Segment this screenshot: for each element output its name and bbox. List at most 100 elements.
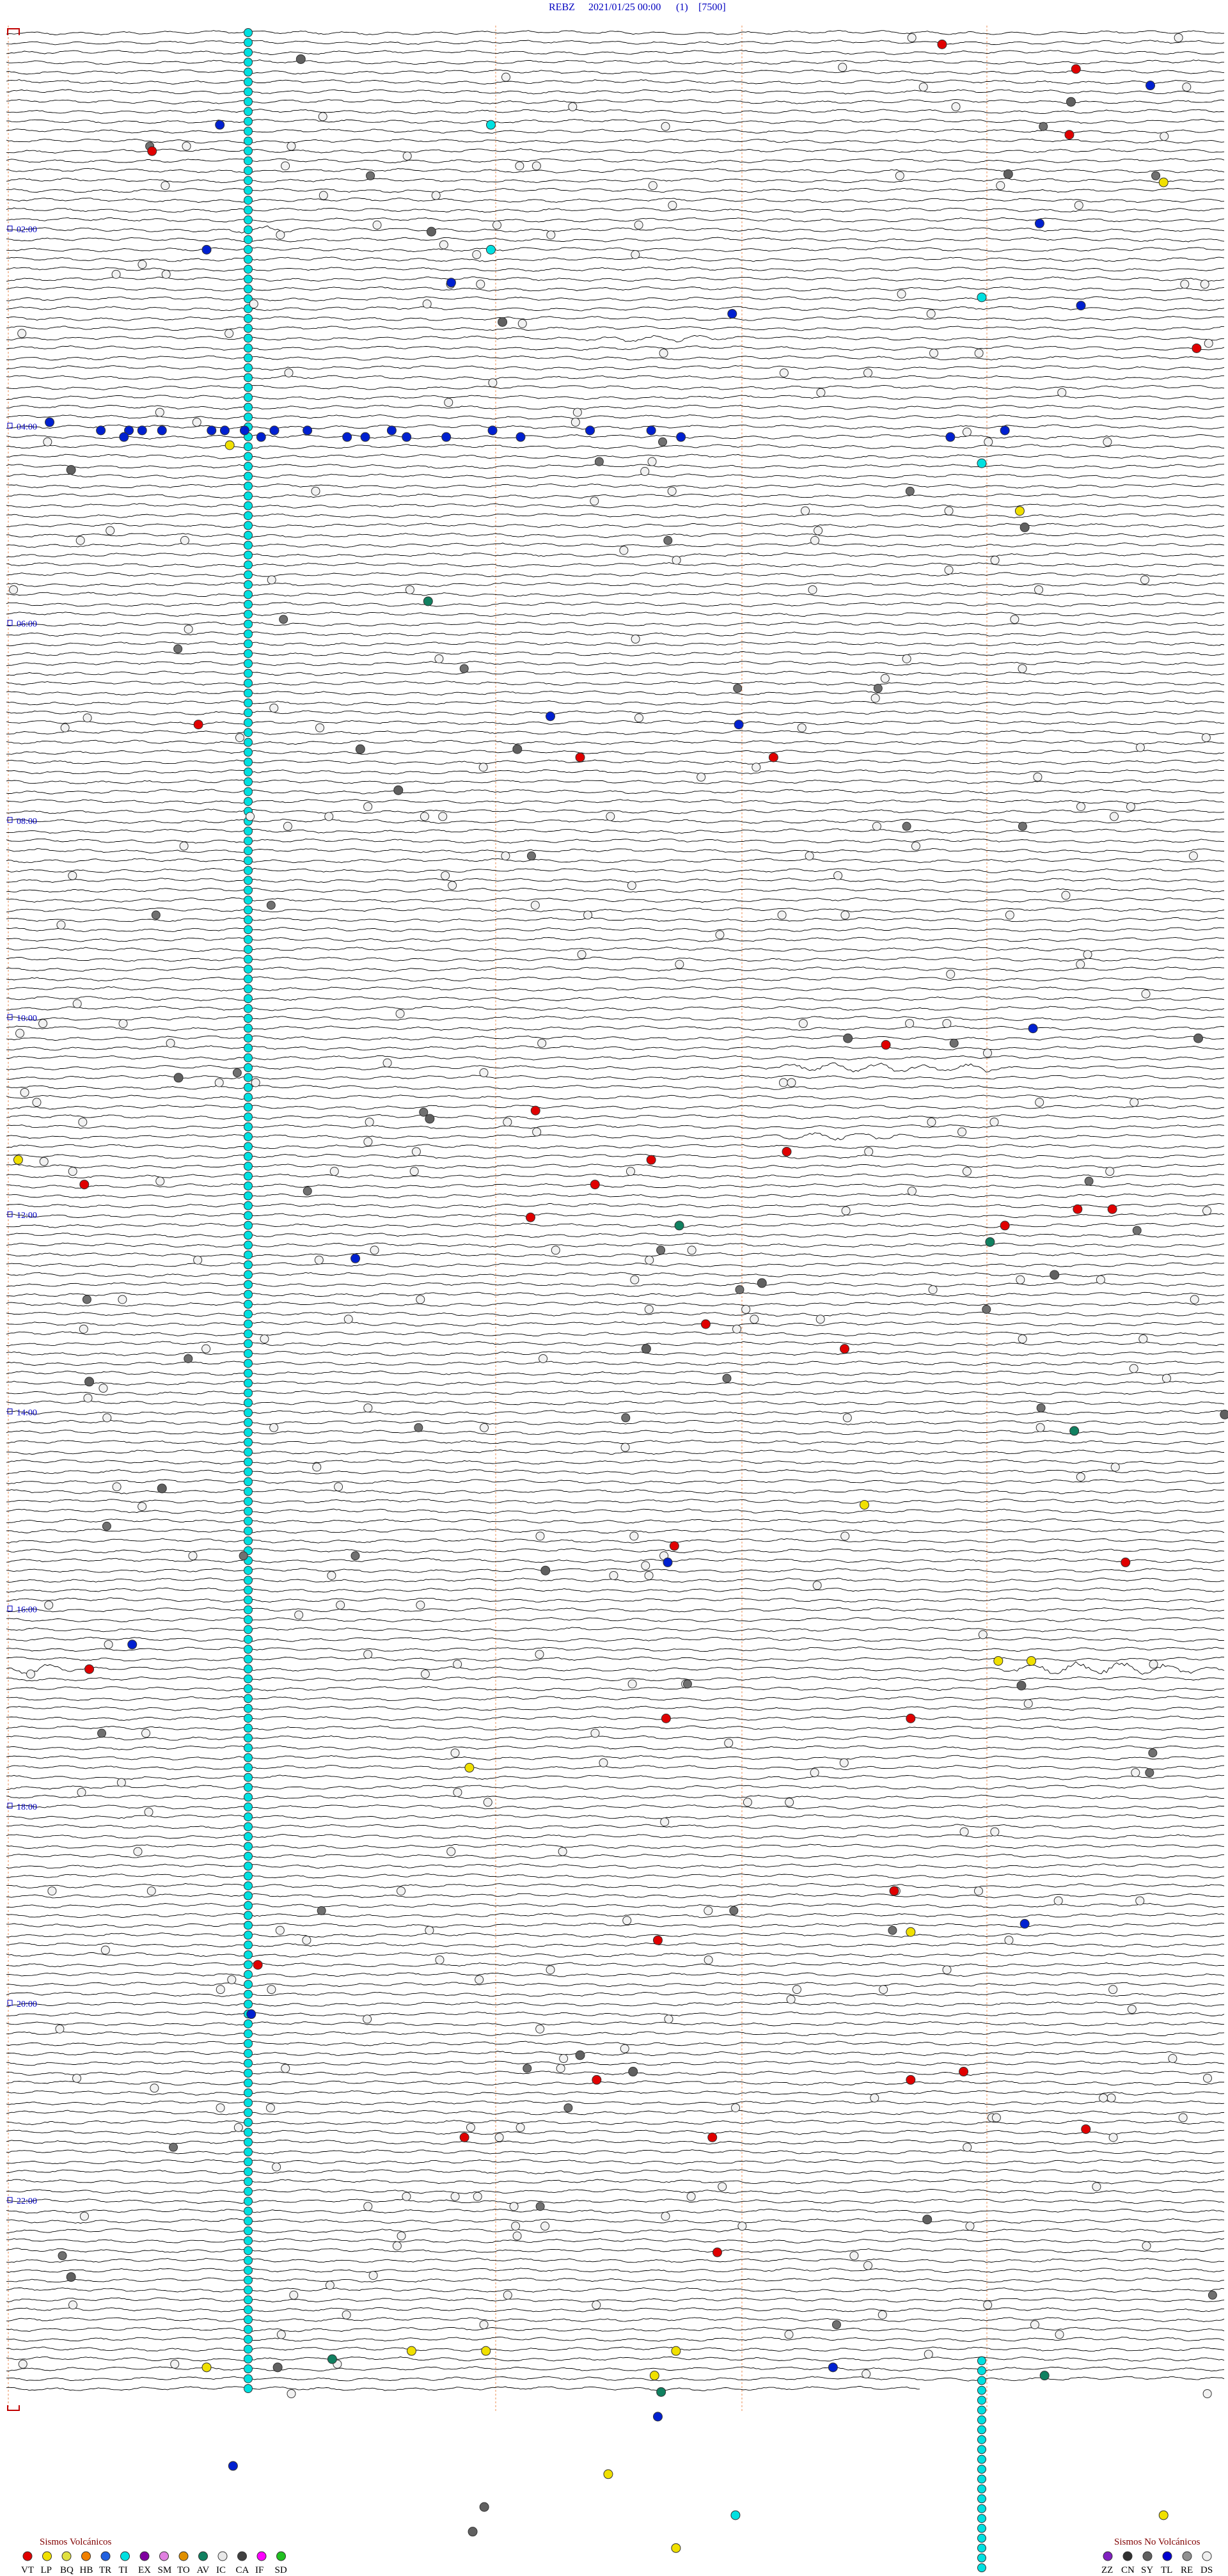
- event-marker: [116, 1778, 126, 1787]
- legend-marker: [61, 2551, 72, 2561]
- trace: [6, 237, 1225, 242]
- event-marker: [1106, 2093, 1116, 2103]
- event-marker: [244, 1437, 253, 1447]
- event-marker: [244, 876, 253, 885]
- event-marker: [1190, 1295, 1199, 1304]
- event-marker: [498, 317, 508, 327]
- event-marker: [244, 333, 253, 343]
- event-marker: [1005, 910, 1014, 920]
- trace: [6, 49, 1225, 55]
- trace: [6, 1805, 1224, 1810]
- event-marker: [20, 1087, 29, 1097]
- event-marker: [658, 437, 668, 446]
- trace: [6, 976, 1225, 982]
- event-marker: [402, 432, 412, 442]
- trace: [6, 1508, 1225, 1514]
- event-marker: [671, 2346, 681, 2356]
- event-marker: [1131, 1768, 1140, 1778]
- trace: [6, 2031, 1225, 2037]
- event-marker: [188, 1551, 198, 1561]
- event-marker: [60, 723, 70, 732]
- trace: [6, 207, 1225, 213]
- legend-title: Sismos No Volcánicos: [1114, 2537, 1200, 2547]
- event-marker: [977, 2445, 986, 2454]
- event-marker: [244, 2167, 253, 2176]
- event-marker: [475, 1975, 484, 1984]
- event-marker: [977, 2484, 986, 2493]
- event-marker: [193, 1255, 203, 1265]
- event-marker: [244, 1802, 253, 1812]
- event-marker: [476, 280, 485, 289]
- event-marker: [235, 733, 244, 743]
- event-marker: [831, 2320, 841, 2330]
- event-marker: [422, 299, 432, 309]
- legend-label: CA: [236, 2565, 249, 2575]
- event-marker: [327, 1570, 336, 1580]
- event-marker: [244, 2226, 253, 2236]
- event-marker: [926, 309, 936, 319]
- trace: [6, 1824, 1225, 1829]
- event-marker: [66, 2272, 76, 2282]
- row-marker: [7, 2000, 13, 2006]
- event-marker: [72, 2073, 82, 2083]
- trace: [6, 2090, 1225, 2096]
- event-marker: [17, 329, 27, 338]
- trace: [6, 266, 1225, 272]
- event-marker: [1178, 2113, 1188, 2122]
- event-marker: [1141, 989, 1151, 999]
- event-marker: [244, 1448, 253, 1457]
- event-marker: [244, 2128, 253, 2137]
- event-marker: [329, 1167, 339, 1176]
- event-marker: [244, 1822, 253, 1831]
- date: 2021/01/25 00:00: [588, 2, 661, 13]
- trace: [6, 158, 1225, 164]
- event-marker: [111, 269, 121, 279]
- event-marker: [872, 821, 881, 831]
- trace: [6, 1301, 1225, 1307]
- event-marker: [620, 2044, 629, 2053]
- event-marker: [1099, 2093, 1108, 2103]
- event-marker: [977, 2494, 986, 2504]
- trace: [6, 1489, 1225, 1494]
- event-marker: [1174, 33, 1183, 42]
- event-marker: [1000, 1221, 1010, 1231]
- event-marker: [146, 1886, 156, 1896]
- event-marker: [244, 2049, 253, 2058]
- event-marker: [977, 2454, 986, 2464]
- event-marker: [1192, 343, 1202, 353]
- event-marker: [575, 2050, 585, 2060]
- event-marker: [402, 2192, 411, 2201]
- event-marker: [1142, 2241, 1151, 2250]
- trace: [6, 2159, 1225, 2165]
- legend-marker: [1202, 2551, 1212, 2561]
- event-marker: [905, 1019, 915, 1028]
- event-marker: [977, 2524, 986, 2533]
- legend-label: DS: [1200, 2565, 1213, 2575]
- event-marker: [982, 1304, 991, 1314]
- event-marker: [157, 425, 167, 436]
- event-marker: [244, 2354, 253, 2364]
- event-marker: [888, 1925, 897, 1935]
- trace: [6, 592, 1225, 597]
- event-marker: [575, 752, 585, 763]
- trace: [6, 1016, 1225, 1021]
- legend-marker: [198, 2551, 208, 2561]
- event-marker: [244, 511, 253, 521]
- event-marker: [366, 171, 375, 180]
- event-marker: [244, 1280, 253, 1290]
- event-marker: [841, 1206, 851, 1215]
- event-marker: [996, 181, 1005, 191]
- event-marker: [1033, 772, 1043, 782]
- trace: [6, 483, 1225, 489]
- event-marker: [397, 2231, 406, 2241]
- event-marker: [244, 2088, 253, 2098]
- event-marker: [244, 1900, 253, 1910]
- time-label: 12:00: [17, 1211, 37, 1221]
- event-marker: [481, 2346, 491, 2356]
- event-marker: [1026, 1655, 1036, 1666]
- trace: [6, 178, 1225, 184]
- trace: [6, 1636, 1225, 1642]
- event-marker: [918, 83, 928, 92]
- event-marker: [878, 2310, 887, 2319]
- event-marker: [414, 1423, 423, 1432]
